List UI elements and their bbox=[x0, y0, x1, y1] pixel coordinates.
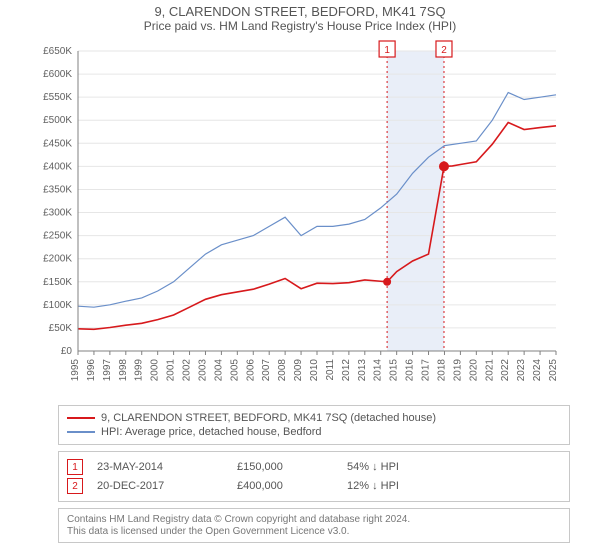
attribution: Contains HM Land Registry data © Crown c… bbox=[58, 508, 570, 543]
price-chart: £0 £50K £100K £150K £200K £250K £300K £350K £400… bbox=[20, 39, 580, 399]
svg-text:2023: 2023 bbox=[516, 359, 527, 382]
svg-text:2014: 2014 bbox=[373, 359, 384, 382]
svg-text:£600K: £600K bbox=[43, 69, 72, 80]
svg-text:1995: 1995 bbox=[70, 359, 81, 382]
svg-text:2018: 2018 bbox=[436, 359, 447, 382]
svg-text:2013: 2013 bbox=[357, 359, 368, 382]
legend-item: HPI: Average price, detached house, Bedf… bbox=[67, 426, 561, 438]
svg-text:2003: 2003 bbox=[197, 359, 208, 382]
svg-text:1: 1 bbox=[384, 45, 390, 56]
svg-text:2011: 2011 bbox=[325, 359, 336, 381]
svg-text:£150K: £150K bbox=[43, 277, 72, 288]
transactions: 123-MAY-2014£150,00054% ↓ HPI 220-DEC-201… bbox=[58, 451, 570, 502]
svg-text:£250K: £250K bbox=[43, 231, 72, 242]
svg-text:2019: 2019 bbox=[452, 359, 463, 382]
chart-title: 9, CLARENDON STREET, BEDFORD, MK41 7SQ bbox=[0, 4, 600, 19]
svg-text:2004: 2004 bbox=[213, 359, 224, 382]
svg-text:2009: 2009 bbox=[293, 359, 304, 382]
svg-text:£200K: £200K bbox=[43, 254, 72, 265]
svg-text:£400K: £400K bbox=[43, 161, 72, 172]
svg-text:£100K: £100K bbox=[43, 300, 72, 311]
svg-text:1998: 1998 bbox=[118, 359, 129, 382]
svg-text:£650K: £650K bbox=[43, 46, 72, 57]
svg-text:2021: 2021 bbox=[484, 359, 495, 382]
transaction-row: 220-DEC-2017£400,00012% ↓ HPI bbox=[67, 478, 561, 494]
legend-item: 9, CLARENDON STREET, BEDFORD, MK41 7SQ (… bbox=[67, 412, 561, 424]
svg-text:2016: 2016 bbox=[405, 359, 416, 382]
svg-text:£50K: £50K bbox=[49, 323, 73, 334]
svg-text:2005: 2005 bbox=[229, 359, 240, 382]
svg-text:2015: 2015 bbox=[389, 359, 400, 382]
svg-text:£300K: £300K bbox=[43, 208, 72, 219]
svg-text:£450K: £450K bbox=[43, 138, 72, 149]
svg-text:2001: 2001 bbox=[166, 359, 177, 382]
svg-text:2: 2 bbox=[441, 45, 447, 56]
svg-text:2025: 2025 bbox=[548, 359, 559, 382]
svg-text:2008: 2008 bbox=[277, 359, 288, 382]
transaction-row: 123-MAY-2014£150,00054% ↓ HPI bbox=[67, 459, 561, 475]
legend: 9, CLARENDON STREET, BEDFORD, MK41 7SQ (… bbox=[58, 405, 570, 445]
svg-text:2024: 2024 bbox=[532, 359, 543, 382]
svg-text:1996: 1996 bbox=[86, 359, 97, 382]
svg-text:2010: 2010 bbox=[309, 359, 320, 382]
svg-text:£350K: £350K bbox=[43, 184, 72, 195]
svg-text:2006: 2006 bbox=[245, 359, 256, 382]
svg-text:£550K: £550K bbox=[43, 92, 72, 103]
svg-text:£500K: £500K bbox=[43, 115, 72, 126]
chart-subtitle: Price paid vs. HM Land Registry's House … bbox=[0, 19, 600, 33]
svg-text:2022: 2022 bbox=[500, 359, 511, 382]
svg-text:2000: 2000 bbox=[150, 359, 161, 382]
svg-text:1997: 1997 bbox=[102, 359, 113, 382]
svg-text:2012: 2012 bbox=[341, 359, 352, 382]
svg-text:2017: 2017 bbox=[421, 359, 432, 382]
svg-text:£0: £0 bbox=[61, 346, 73, 357]
svg-text:2020: 2020 bbox=[468, 359, 479, 382]
svg-text:1999: 1999 bbox=[134, 359, 145, 382]
svg-text:2002: 2002 bbox=[182, 359, 193, 382]
svg-text:2007: 2007 bbox=[261, 359, 272, 382]
